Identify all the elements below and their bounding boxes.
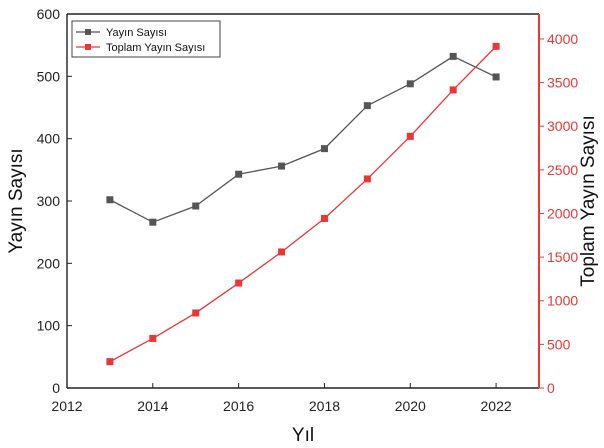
series-2-point (149, 334, 157, 342)
series-1-point (406, 80, 414, 88)
legend-marker-2 (85, 44, 91, 50)
series-1-point (492, 73, 500, 81)
right-tick-label: 4000 (547, 31, 578, 47)
right-tick-label: 3000 (547, 118, 578, 134)
plot-area (67, 14, 539, 388)
series-line-2 (109, 45, 497, 363)
series-1-point (278, 162, 286, 170)
x-axis-title: Yıl (292, 425, 314, 446)
series-layer (106, 42, 500, 366)
left-axis-ticks: 0 100 200 300 400 500 600 (37, 6, 72, 396)
series-1-point (363, 102, 371, 110)
y-axis-title-right: Toplam Yayın Sayısı (578, 115, 599, 286)
series-1-point (192, 202, 200, 210)
series-1-point (106, 196, 114, 204)
right-tick-label: 0 (547, 380, 555, 396)
series-1-point (235, 170, 243, 178)
series-2-point (406, 132, 414, 140)
left-tick-label: 100 (37, 318, 61, 334)
left-tick-label: 400 (37, 131, 61, 147)
series-1-point (149, 218, 157, 226)
x-tick-label: 2012 (51, 398, 82, 414)
left-tick-label: 200 (37, 255, 61, 271)
x-tick-label: 2018 (309, 398, 340, 414)
legend-box (71, 20, 221, 58)
right-tick-label: 1500 (547, 249, 578, 265)
series-2-point (235, 279, 243, 287)
right-tick-label: 1000 (547, 293, 578, 309)
x-tick-label: 2022 (481, 398, 512, 414)
right-tick-label: 2000 (547, 205, 578, 221)
series-line-1 (109, 55, 497, 223)
series-1-point (449, 52, 457, 60)
legend-label-2: Toplam Yayın Sayısı (106, 42, 205, 54)
legend-marker-1 (85, 29, 91, 35)
x-tick-label: 2020 (395, 398, 426, 414)
series-2-point (192, 309, 200, 317)
x-axis-ticks: 2012 2014 2016 2018 2020 2022 (51, 383, 512, 414)
series-2-point (449, 86, 457, 94)
series-2-point (492, 42, 500, 50)
series-2-point (106, 358, 114, 366)
x-tick-label: 2014 (137, 398, 168, 414)
right-axis-ticks: 0 500 1000 1500 2000 2500 3000 3500 4000 (539, 31, 578, 396)
series-2-point (320, 214, 328, 222)
left-tick-label: 300 (37, 193, 61, 209)
series-1-point (320, 145, 328, 153)
y-axis-title-left: Yayın Sayısı (6, 148, 27, 253)
right-tick-label: 2500 (547, 162, 578, 178)
left-tick-label: 0 (52, 380, 60, 396)
left-tick-label: 600 (37, 6, 61, 22)
x-tick-label: 2016 (223, 398, 254, 414)
legend: Yayın Sayısı Toplam Yayın Sayısı (71, 20, 221, 58)
right-tick-label: 3500 (547, 75, 578, 91)
legend-label-1: Yayın Sayısı (106, 27, 167, 39)
series-2-point (278, 248, 286, 256)
series-2-point (363, 175, 371, 183)
left-tick-label: 500 (37, 68, 61, 84)
right-tick-label: 500 (547, 336, 571, 352)
